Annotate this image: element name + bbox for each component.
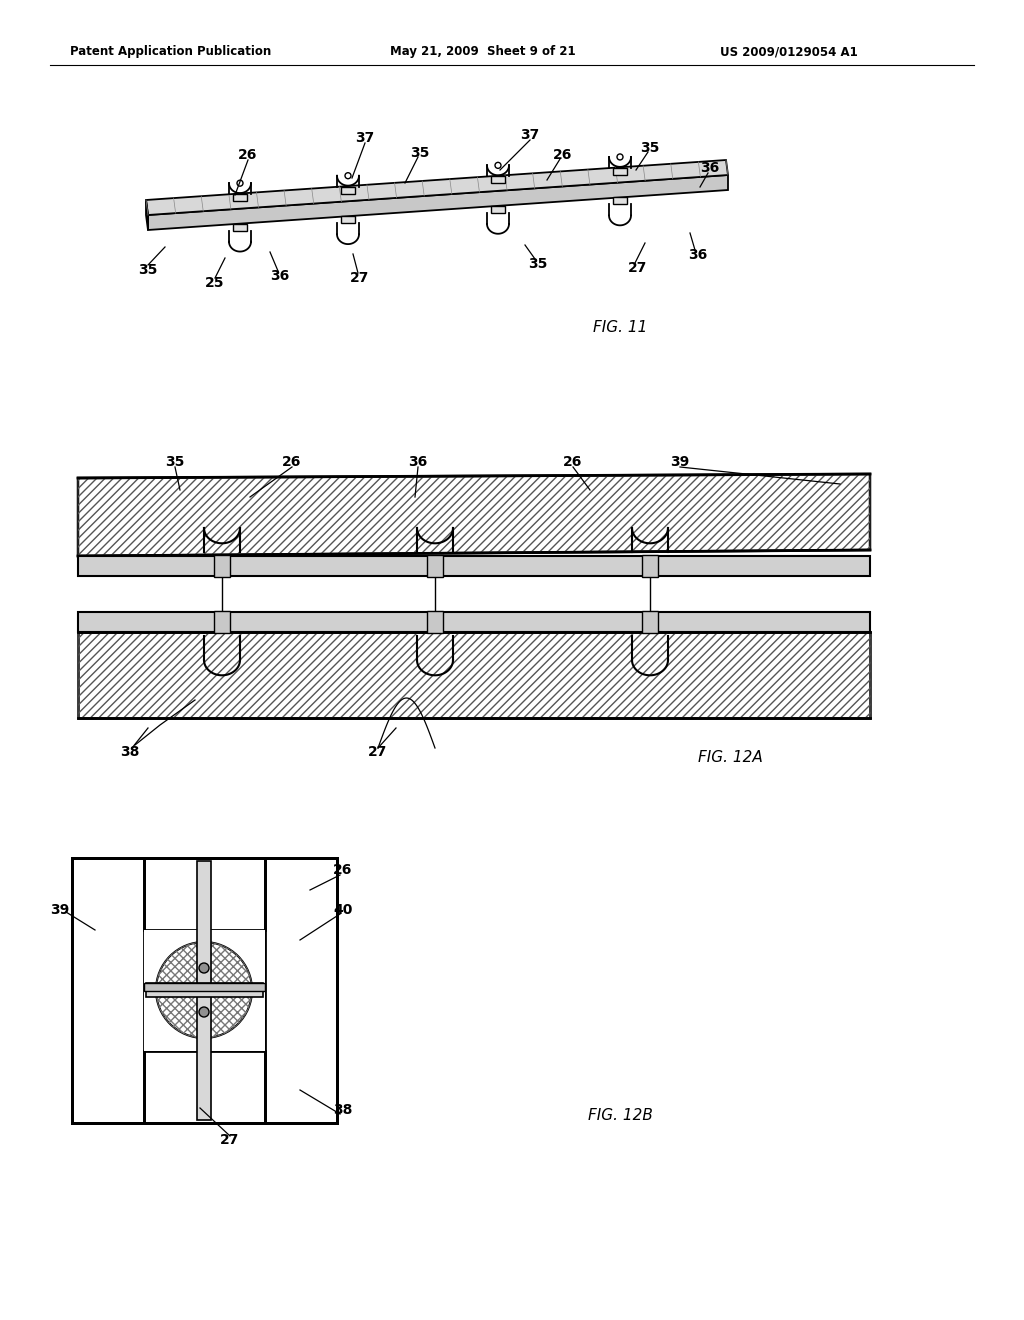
Bar (197, 861, 211, 1119)
Polygon shape (148, 176, 728, 230)
Circle shape (495, 162, 501, 169)
Bar (72, 858, 144, 1123)
Bar (78, 612, 870, 632)
Bar (72, 858, 144, 1123)
Bar (642, 611, 658, 634)
Text: FIG. 11: FIG. 11 (593, 321, 647, 335)
Text: 26: 26 (553, 148, 572, 162)
Text: 26: 26 (334, 863, 352, 876)
Text: 36: 36 (688, 248, 708, 261)
Bar (233, 223, 247, 231)
Text: 38: 38 (334, 1104, 352, 1117)
Polygon shape (78, 474, 870, 556)
Bar (341, 186, 355, 194)
Polygon shape (146, 201, 148, 230)
Bar (144, 931, 265, 1051)
Bar (613, 198, 627, 205)
Text: 38: 38 (120, 744, 139, 759)
Bar (146, 983, 263, 997)
Text: 27: 27 (220, 1133, 240, 1147)
Bar (144, 858, 265, 931)
Circle shape (237, 180, 243, 186)
Bar (642, 554, 658, 577)
Circle shape (199, 964, 209, 973)
Text: 39: 39 (50, 903, 70, 917)
Bar (427, 611, 443, 634)
Polygon shape (146, 160, 728, 215)
Text: 35: 35 (138, 263, 158, 277)
Text: 26: 26 (563, 455, 583, 469)
Text: May 21, 2009  Sheet 9 of 21: May 21, 2009 Sheet 9 of 21 (390, 45, 575, 58)
Text: 37: 37 (520, 128, 540, 143)
Bar (214, 611, 230, 634)
Bar (490, 177, 505, 183)
Text: 27: 27 (629, 261, 648, 275)
Text: 27: 27 (369, 744, 388, 759)
Text: 36: 36 (409, 455, 428, 469)
Bar (427, 554, 443, 577)
Polygon shape (78, 632, 870, 718)
Text: 27: 27 (350, 271, 370, 285)
Bar (233, 194, 247, 201)
Text: 35: 35 (640, 141, 659, 154)
Bar (490, 206, 505, 213)
Bar (144, 1051, 265, 1123)
Bar (72, 858, 337, 1123)
Text: FIG. 12B: FIG. 12B (588, 1107, 652, 1122)
Text: Patent Application Publication: Patent Application Publication (70, 45, 271, 58)
Text: 36: 36 (700, 161, 720, 176)
Circle shape (617, 154, 623, 160)
Text: 35: 35 (528, 257, 548, 271)
Text: 35: 35 (165, 455, 184, 469)
Text: 36: 36 (270, 269, 290, 282)
Bar (341, 216, 355, 223)
Bar (72, 858, 337, 1123)
Bar (265, 858, 337, 1123)
Bar (144, 1051, 265, 1123)
Bar (613, 168, 627, 176)
Circle shape (156, 942, 252, 1038)
Text: 25: 25 (205, 276, 224, 290)
Bar (214, 554, 230, 577)
Text: 37: 37 (355, 131, 375, 145)
Bar (144, 983, 265, 991)
Bar (265, 858, 337, 1123)
Text: 26: 26 (283, 455, 302, 469)
Text: US 2009/0129054 A1: US 2009/0129054 A1 (720, 45, 858, 58)
Bar (78, 556, 870, 576)
Text: 40: 40 (334, 903, 352, 917)
Circle shape (199, 1007, 209, 1016)
Bar (144, 858, 265, 931)
Text: 26: 26 (239, 148, 258, 162)
Text: FIG. 12A: FIG. 12A (697, 751, 763, 766)
Text: 39: 39 (671, 455, 689, 469)
Circle shape (345, 173, 351, 178)
Text: 35: 35 (411, 147, 430, 160)
